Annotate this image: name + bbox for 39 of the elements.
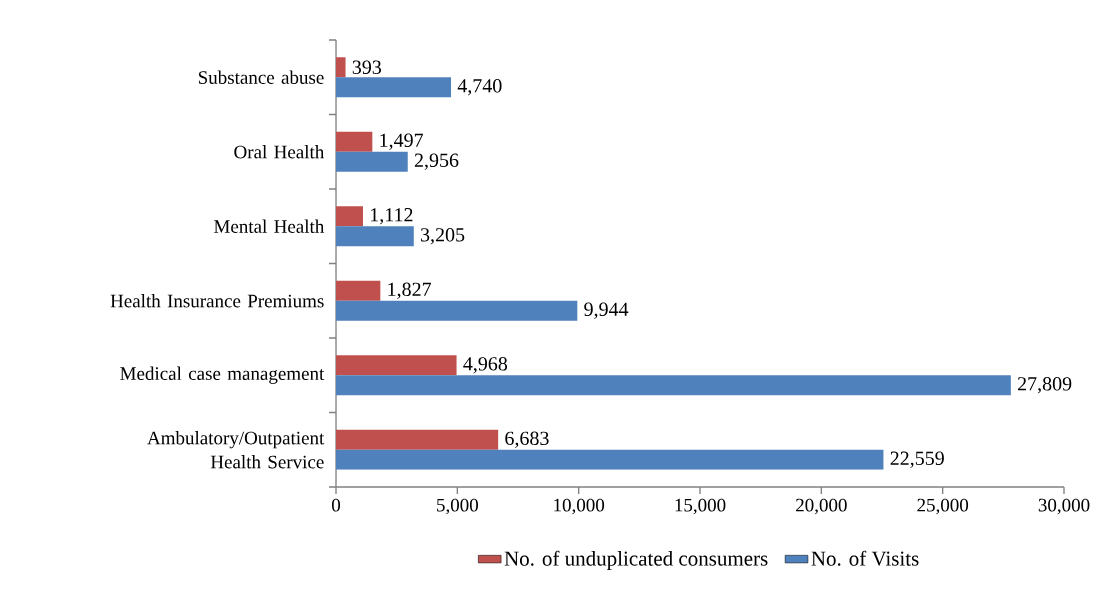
bar — [336, 206, 363, 227]
data-label: 6,683 — [505, 431, 549, 448]
x-tick-label: 15,000 — [675, 498, 726, 515]
data-label: 1,497 — [380, 133, 424, 150]
bar — [336, 300, 578, 321]
x-tick-label: 5,000 — [437, 498, 478, 515]
data-label: 9,944 — [584, 302, 629, 319]
y-tick-label: Mental Health — [214, 219, 325, 233]
x-tick-label: 20,000 — [796, 498, 847, 515]
bar — [336, 151, 408, 172]
x-tick-label: 0 — [331, 498, 341, 512]
bar — [336, 131, 373, 152]
data-label: 3,205 — [421, 228, 465, 245]
y-tick-label: Medical case management — [120, 366, 325, 384]
y-tick-label: Oral Health — [234, 145, 325, 159]
data-label: 2,956 — [414, 153, 459, 170]
bar — [336, 280, 381, 301]
bar — [336, 375, 1011, 396]
x-tick-label: 10,000 — [554, 498, 605, 515]
data-label: 22,559 — [890, 451, 944, 468]
data-label: 4,968 — [463, 357, 508, 374]
x-tick-label: 25,000 — [917, 498, 969, 515]
data-label: 1,112 — [371, 208, 413, 225]
bar — [336, 429, 499, 450]
bar — [336, 449, 884, 470]
bar — [336, 77, 452, 98]
bar — [336, 355, 457, 376]
x-tick-label: 30,000 — [1038, 498, 1090, 515]
y-tick-label: Health Insurance Premiums — [110, 294, 324, 308]
legend-label: No. of unduplicated consumers — [504, 550, 768, 570]
data-label: 4,740 — [457, 79, 502, 96]
data-label: 1,827 — [388, 282, 432, 299]
data-label: 393 — [352, 60, 382, 74]
bar — [336, 226, 414, 247]
data-label: 27,809 — [1017, 377, 1072, 394]
y-tick-label: Substance abuse — [198, 70, 324, 84]
bar — [336, 57, 346, 78]
y-tick-label: Ambulatory/Outpatient Health Service — [147, 431, 325, 469]
legend-label: No. of Visits — [811, 550, 919, 566]
